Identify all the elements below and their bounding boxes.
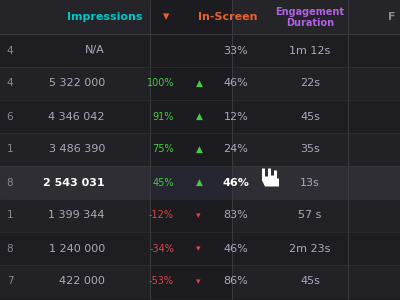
Bar <box>0 166 400 199</box>
Bar <box>150 67 232 100</box>
Text: Impressions: Impressions <box>67 12 143 22</box>
Bar <box>0 232 400 265</box>
Text: 46%: 46% <box>222 178 250 188</box>
Text: ▾: ▾ <box>196 211 200 220</box>
Text: 7: 7 <box>7 277 13 286</box>
Text: 6: 6 <box>7 112 13 122</box>
Bar <box>150 0 232 34</box>
Bar <box>150 34 232 67</box>
Bar <box>150 166 232 199</box>
Text: 1 399 344: 1 399 344 <box>48 211 105 220</box>
Text: 1 240 000: 1 240 000 <box>49 244 105 254</box>
Text: 8: 8 <box>7 244 13 254</box>
Bar <box>150 265 232 298</box>
Text: 5 322 000: 5 322 000 <box>49 79 105 88</box>
Bar <box>0 100 400 133</box>
Text: 13s: 13s <box>300 178 320 188</box>
Text: -12%: -12% <box>149 211 174 220</box>
Text: 3 486 390: 3 486 390 <box>49 145 105 154</box>
Text: 4: 4 <box>7 46 13 56</box>
Text: 57 s: 57 s <box>298 211 322 220</box>
Bar <box>0 0 400 34</box>
Text: 2 543 031: 2 543 031 <box>43 178 105 188</box>
Bar <box>0 34 400 67</box>
Text: 75%: 75% <box>152 145 174 154</box>
Bar <box>0 265 400 298</box>
Text: 46%: 46% <box>224 244 248 254</box>
Text: 4 346 042: 4 346 042 <box>48 112 105 122</box>
Bar <box>150 100 232 133</box>
Text: ▲: ▲ <box>196 178 203 187</box>
Text: ▲: ▲ <box>196 79 203 88</box>
Text: ▾: ▾ <box>196 277 200 286</box>
Text: 4: 4 <box>7 79 13 88</box>
Text: F: F <box>388 12 396 22</box>
Text: -53%: -53% <box>149 277 174 286</box>
Text: -34%: -34% <box>149 244 174 254</box>
Text: 91%: 91% <box>153 112 174 122</box>
Text: 422 000: 422 000 <box>59 277 105 286</box>
Bar <box>0 67 400 100</box>
Text: 8: 8 <box>7 178 13 188</box>
Bar <box>0 199 400 232</box>
Text: 12%: 12% <box>224 112 248 122</box>
Text: 86%: 86% <box>224 277 248 286</box>
Text: 33%: 33% <box>224 46 248 56</box>
Bar <box>150 232 232 265</box>
Text: ▾: ▾ <box>196 244 200 253</box>
Text: 24%: 24% <box>224 145 248 154</box>
Text: 35s: 35s <box>300 145 320 154</box>
Bar <box>0 133 400 166</box>
Text: Engagement: Engagement <box>276 7 344 17</box>
Bar <box>150 199 232 232</box>
Text: N/A: N/A <box>85 46 105 56</box>
Text: Duration: Duration <box>286 18 334 28</box>
Text: 1: 1 <box>7 211 13 220</box>
Text: 100%: 100% <box>146 79 174 88</box>
Text: 83%: 83% <box>224 211 248 220</box>
Text: In-Screen: In-Screen <box>198 12 258 22</box>
Text: 46%: 46% <box>224 79 248 88</box>
Bar <box>150 133 232 166</box>
Text: 22s: 22s <box>300 79 320 88</box>
Text: 45%: 45% <box>152 178 174 188</box>
Text: ▾: ▾ <box>163 11 169 23</box>
Text: ▲: ▲ <box>196 145 203 154</box>
Text: 45s: 45s <box>300 277 320 286</box>
Polygon shape <box>262 169 279 187</box>
Text: 2m 23s: 2m 23s <box>289 244 331 254</box>
Text: ▲: ▲ <box>196 112 203 121</box>
Text: 45s: 45s <box>300 112 320 122</box>
Text: 1m 12s: 1m 12s <box>289 46 331 56</box>
Text: 1: 1 <box>7 145 13 154</box>
